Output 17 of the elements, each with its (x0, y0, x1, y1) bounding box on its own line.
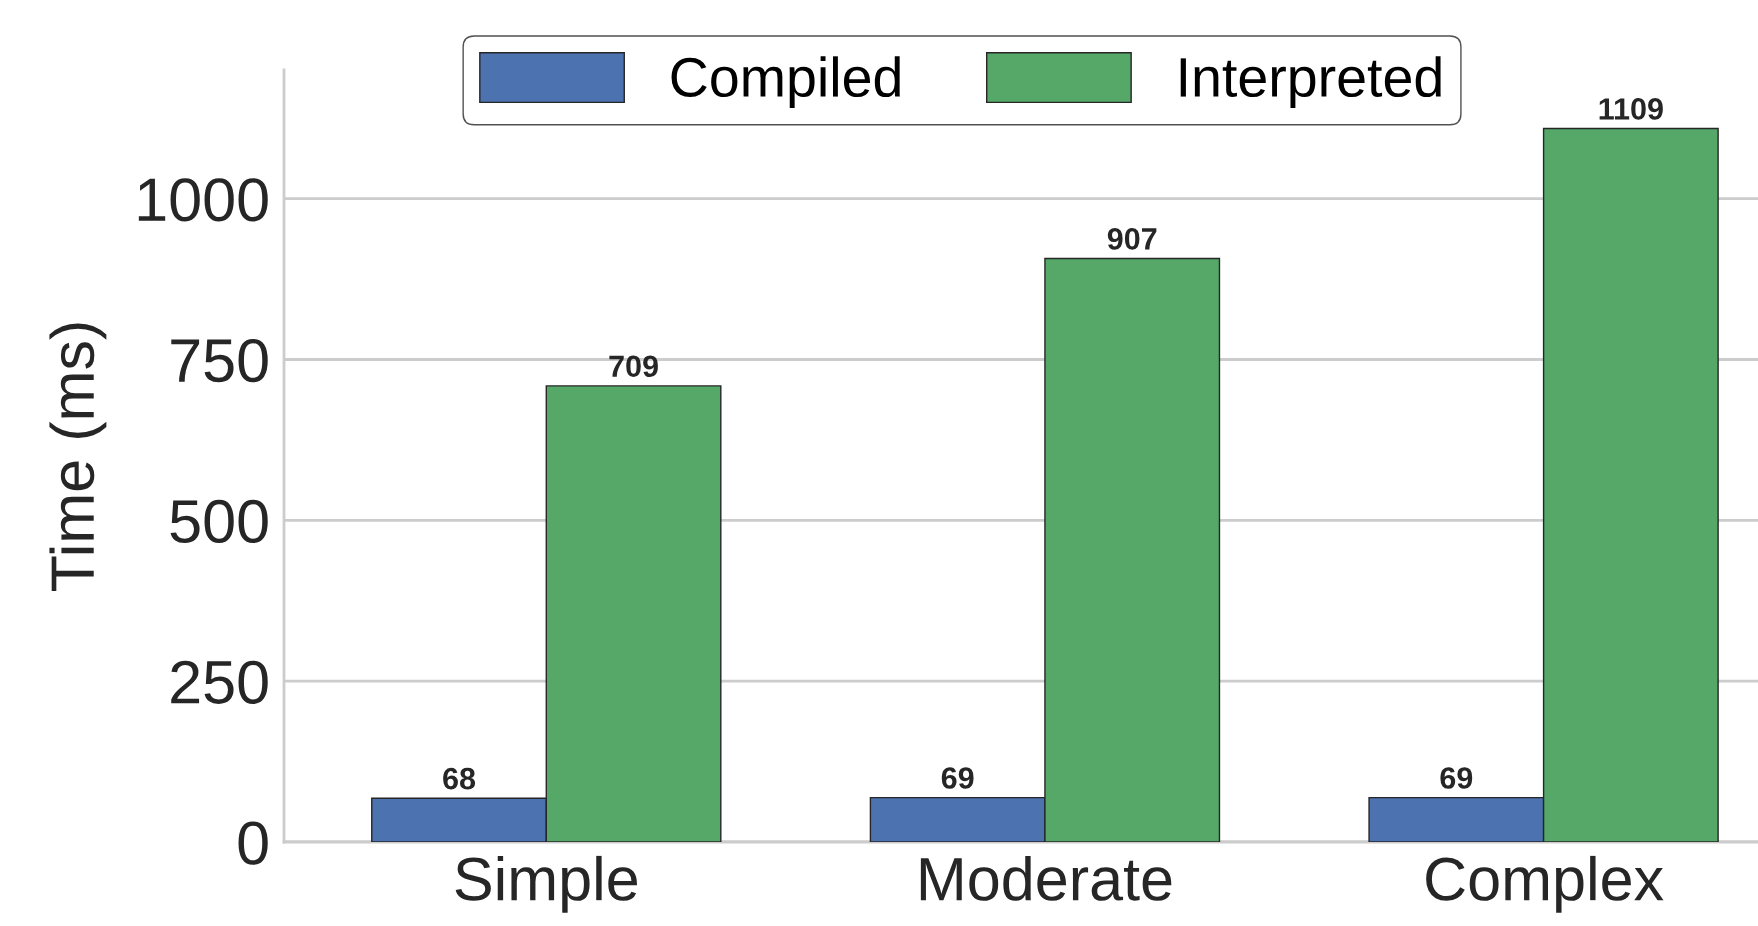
data-label: 709 (609, 355, 658, 378)
y-tick-label: 500 (170, 499, 268, 544)
data-label: 69 (941, 767, 974, 789)
y-tick-label: 250 (171, 660, 268, 704)
x-tick-label: Moderate (920, 855, 1172, 901)
data-label: 69 (1440, 767, 1473, 789)
y-tick-label: 1000 (138, 178, 268, 222)
data-label: 1109 (1599, 98, 1663, 120)
legend-label: Interpreted (1180, 56, 1441, 109)
x-tick-label: Complex (1426, 855, 1664, 913)
data-label: 907 (1107, 228, 1157, 250)
data-label: 68 (443, 767, 476, 790)
y-tick-label: 0 (238, 821, 268, 865)
y-axis-title: Time (ms) (49, 323, 107, 591)
legend-label: Compiled (671, 56, 900, 109)
y-tick-label: 750 (171, 338, 268, 383)
x-tick-label: Simple (455, 855, 637, 913)
